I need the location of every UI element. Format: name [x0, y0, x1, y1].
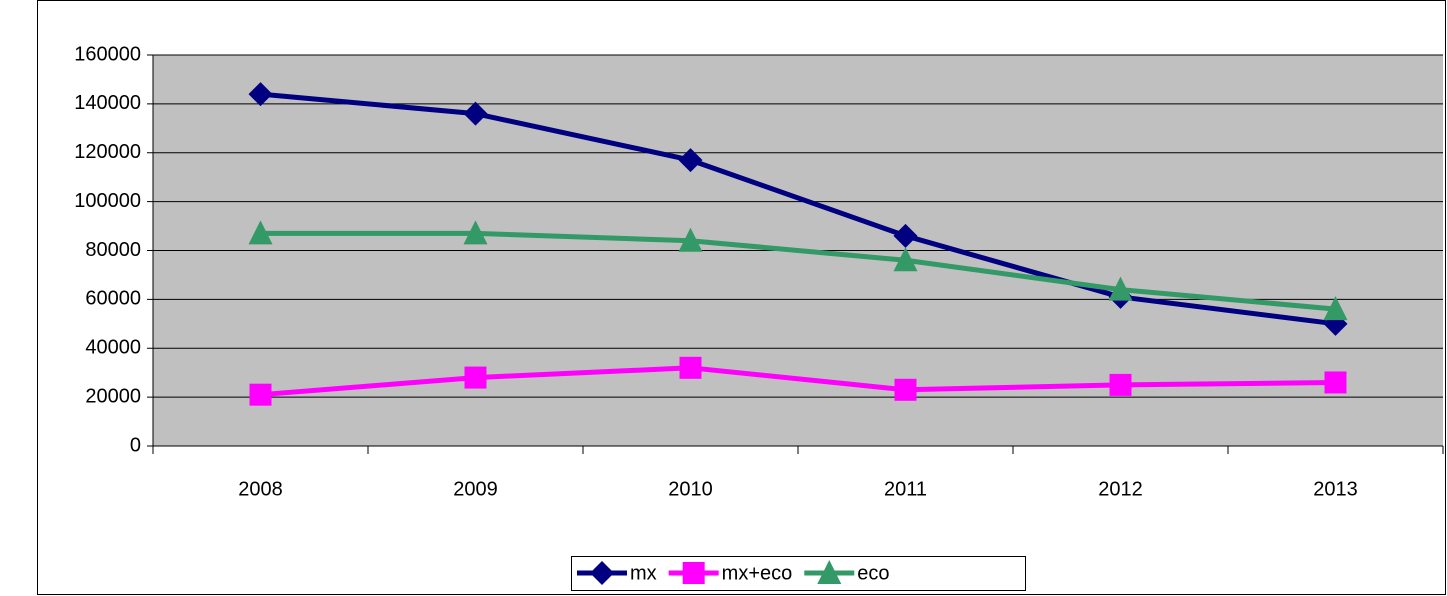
- series-line: [260, 230, 1336, 312]
- y-tick-label: 100000: [74, 190, 141, 212]
- legend-box: [571, 556, 1026, 591]
- y-tick-label: 40000: [85, 337, 141, 359]
- marker-diamond: [893, 223, 918, 248]
- y-tick-label: 80000: [85, 239, 141, 261]
- marker-square: [682, 562, 705, 584]
- x-tick-label: 2013: [1313, 478, 1358, 500]
- marker-diamond: [590, 561, 614, 585]
- marker-square: [679, 356, 702, 379]
- marker-triangle: [463, 220, 488, 245]
- marker-diamond: [463, 101, 488, 126]
- x-tick-label: 2012: [1098, 478, 1143, 500]
- marker-triangle: [248, 220, 273, 245]
- marker-diamond: [678, 148, 703, 173]
- marker-triangle: [1323, 296, 1348, 321]
- marker-square: [1324, 371, 1347, 394]
- marker-triangle: [1108, 276, 1133, 301]
- marker-triangle: [817, 560, 842, 584]
- series-line: [260, 91, 1336, 327]
- y-tick-label: 60000: [85, 288, 141, 310]
- legend-label: eco: [857, 562, 889, 584]
- legend-label: mx: [630, 562, 657, 584]
- y-tick-label: 0: [130, 434, 141, 456]
- x-tick-label: 2008: [238, 478, 283, 500]
- x-tick-label: 2010: [668, 478, 713, 500]
- marker-square: [464, 366, 487, 389]
- x-tick-label: 2009: [453, 478, 498, 500]
- marker-square: [894, 378, 917, 401]
- marker-triangle: [678, 227, 703, 252]
- x-tick-label: 2011: [884, 478, 927, 500]
- marker-square: [1109, 373, 1132, 396]
- series-line: [260, 365, 1336, 398]
- marker-diamond: [248, 82, 273, 107]
- y-tick-label: 140000: [74, 92, 141, 114]
- legend-label: mx+eco: [722, 562, 793, 584]
- marker-square: [249, 383, 272, 406]
- y-tick-label: 20000: [85, 385, 141, 407]
- marker-triangle: [893, 247, 918, 272]
- y-tick-label: 160000: [74, 43, 141, 65]
- y-tick-label: 120000: [74, 141, 141, 163]
